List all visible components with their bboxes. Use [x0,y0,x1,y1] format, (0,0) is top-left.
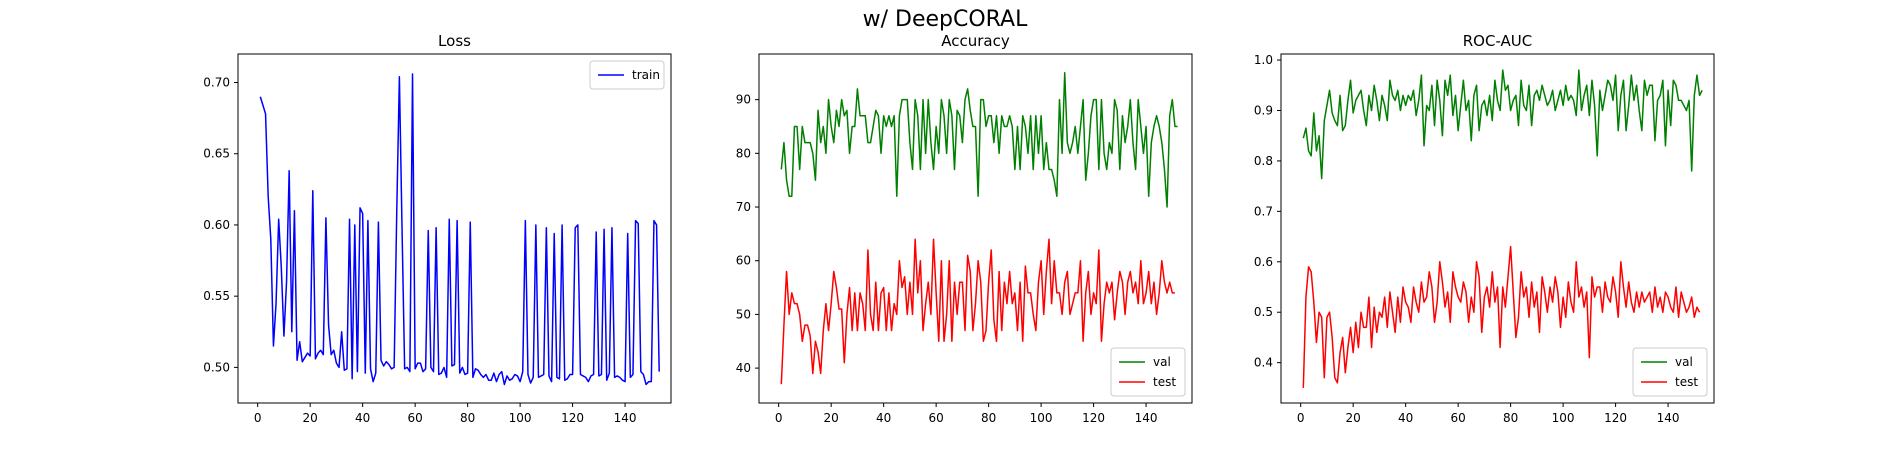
roc-auc-xtick-label: 120 [1604,411,1627,425]
roc-auc-xtick-label: 140 [1657,411,1680,425]
accuracy-series-test-line [780,238,1175,385]
accuracy-legend-box [1110,347,1186,397]
accuracy-ytick-label: 70 [736,200,751,214]
roc-auc-ytick-label: 0.8 [1254,154,1273,168]
roc-auc-legend-label-test: test [1675,375,1698,389]
loss-legend-box [589,60,665,90]
accuracy-xtick-label: 100 [1030,411,1053,425]
accuracy-xtick-label: 140 [1135,411,1158,425]
loss-title: Loss [438,32,471,50]
roc-auc-legend-box [1632,347,1708,397]
roc-auc-ytick-label: 0.9 [1254,103,1273,117]
loss-series-train-line [259,73,660,386]
accuracy-axes-frame [758,53,1193,404]
roc-auc-panel: ROC-AUC 0 20 40 60 80 100 120 140 0.4 0.5 0.6 0.7 0.8… [1254,32,1715,425]
roc-auc-xtick-label: 100 [1552,411,1575,425]
loss-axes-frame [237,53,672,404]
roc-auc-xtick-label: 60 [1450,411,1465,425]
accuracy-xtick-label: 40 [876,411,891,425]
accuracy-ytick-label: 40 [736,361,751,375]
accuracy-legend: val test [1110,347,1186,397]
accuracy-ytick-label: 90 [736,93,751,107]
accuracy-xtick-label: 0 [775,411,783,425]
accuracy-xtick-label: 20 [824,411,839,425]
accuracy-xtick-label: 60 [928,411,943,425]
loss-xtick-label: 40 [355,411,370,425]
figure-suptitle: w/ DeepCORAL [863,7,1028,32]
roc-auc-legend: val test [1632,347,1708,397]
loss-xtick-label: 120 [561,411,584,425]
loss-ytick-label: 0.55 [203,289,230,303]
accuracy-ytick-label: 50 [736,307,751,321]
accuracy-legend-label-val: val [1153,355,1171,369]
loss-xtick-label: 140 [614,411,637,425]
accuracy-series-val-line [780,72,1178,208]
accuracy-panel: Accuracy 0 20 40 60 80 100 120 140 40 50 60 70 80 90 va… [736,32,1193,425]
loss-legend: train [589,60,665,90]
loss-xtick-label: 80 [460,411,475,425]
accuracy-title: Accuracy [941,32,1010,50]
roc-auc-legend-label-val: val [1675,355,1693,369]
loss-xtick-label: 0 [254,411,262,425]
loss-xtick-label: 100 [509,411,532,425]
accuracy-ytick-label: 60 [736,254,751,268]
roc-auc-title: ROC-AUC [1463,32,1533,50]
loss-legend-label-train: train [632,68,660,82]
loss-xtick-label: 20 [303,411,318,425]
accuracy-legend-label-test: test [1153,375,1176,389]
accuracy-xtick-label: 80 [981,411,996,425]
roc-auc-ytick-label: 0.7 [1254,204,1273,218]
roc-auc-xtick-label: 20 [1346,411,1361,425]
accuracy-ytick-label: 80 [736,146,751,160]
loss-panel: Loss 0 20 40 60 80 100 120 140 0.50 0.55 0.60 0.65 0.… [203,32,672,425]
loss-xtick-label: 60 [407,411,422,425]
loss-ytick-label: 0.65 [203,147,230,161]
accuracy-xtick-label: 120 [1082,411,1105,425]
roc-auc-xtick-label: 40 [1398,411,1413,425]
roc-auc-ytick-label: 1.0 [1254,53,1273,67]
loss-ytick-label: 0.60 [203,218,230,232]
loss-ytick-label: 0.50 [203,360,230,374]
roc-auc-xtick-label: 80 [1503,411,1518,425]
roc-auc-ytick-label: 0.4 [1254,356,1273,370]
roc-auc-xtick-label: 0 [1297,411,1305,425]
roc-auc-ytick-label: 0.6 [1254,255,1273,269]
roc-auc-series-test-line [1302,245,1701,388]
roc-auc-ytick-label: 0.5 [1254,305,1273,319]
loss-ytick-label: 0.70 [203,75,230,89]
roc-auc-series-val-line [1302,69,1703,180]
roc-auc-axes-frame [1280,53,1715,404]
